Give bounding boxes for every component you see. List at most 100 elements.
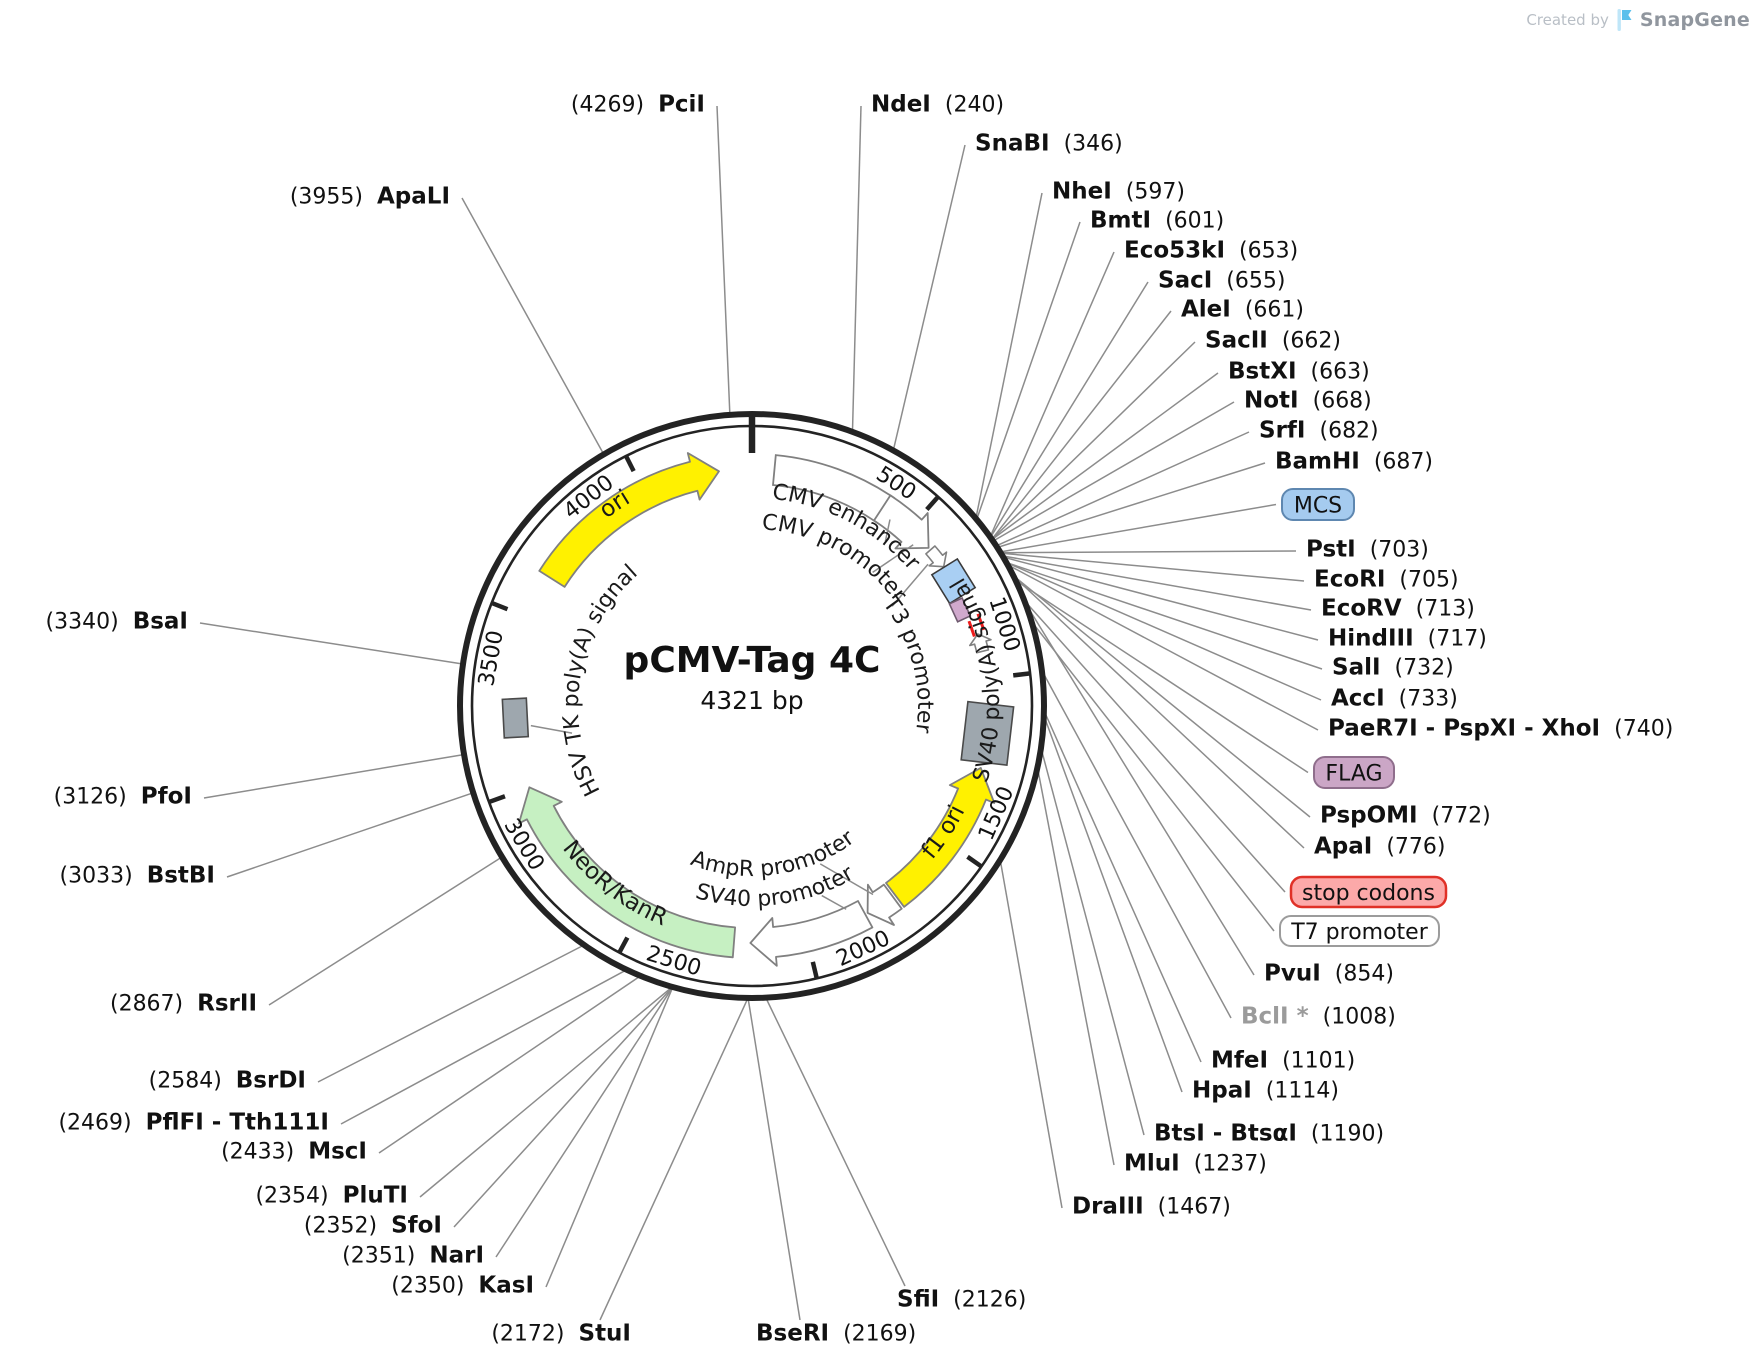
- leader-ApaLI: [461, 197, 604, 454]
- feature-t3-promoter[interactable]: [925, 545, 948, 568]
- plasmid-title: pCMV-Tag 4C: [624, 640, 881, 681]
- leader-badge-stop-codons: [1027, 604, 1286, 893]
- feature-f1-ori[interactable]: [885, 767, 996, 908]
- badge-mcs[interactable]: MCS: [1281, 488, 1355, 521]
- feature-label-t3-promoter[interactable]: T3 promoter: [877, 591, 937, 735]
- feature-label-leaders: [530, 519, 929, 910]
- svg-text:FLAG: FLAG: [1325, 761, 1382, 786]
- site-label-HpaI[interactable]: HpaI (1114): [1192, 1078, 1339, 1104]
- feature-neor-kanr[interactable]: [518, 786, 736, 959]
- site-label-PciI[interactable]: (4269) PciI: [571, 92, 705, 118]
- site-label-SfiI[interactable]: SfiI (2126): [897, 1287, 1026, 1313]
- leader-BstBI: [226, 792, 472, 878]
- site-label-NotI[interactable]: NotI (668): [1244, 388, 1372, 414]
- tick-1000: [1012, 671, 1030, 678]
- feature-ori[interactable]: [538, 452, 720, 588]
- site-label-EcoRV[interactable]: EcoRV (713): [1321, 596, 1475, 622]
- leader-SnaBI: [893, 144, 966, 449]
- site-label-NheI[interactable]: NheI (597): [1052, 179, 1185, 205]
- tick-2500: [617, 936, 630, 953]
- site-label-PaeR7IPspXIXhoI[interactable]: PaeR7I - PspXI - XhoI (740): [1328, 716, 1673, 742]
- feature-mcs[interactable]: [930, 557, 977, 605]
- site-label-PvuI[interactable]: PvuI (854): [1264, 961, 1394, 987]
- site-label-SrfI[interactable]: SrfI (682): [1259, 418, 1379, 444]
- leader-PfoI: [203, 754, 463, 799]
- leader-SrfI: [997, 431, 1250, 546]
- site-label-MluI[interactable]: MluI (1237): [1124, 1151, 1267, 1177]
- feature-hsvtk-polya[interactable]: [501, 697, 530, 739]
- leader-BsaI: [199, 622, 462, 665]
- site-label-PspOMI[interactable]: PspOMI (772): [1320, 803, 1491, 829]
- watermark-prefix: Created by: [1526, 11, 1609, 29]
- leader-PaeR7I - PspXI - XhoI: [1010, 565, 1319, 731]
- site-label-SacI[interactable]: SacI (655): [1158, 268, 1285, 294]
- feature-flag[interactable]: [948, 596, 972, 623]
- watermark-brand: SnapGene: [1639, 9, 1750, 31]
- site-label-BsaI[interactable]: (3340) BsaI: [46, 609, 188, 635]
- site-label-SacII[interactable]: SacII (662): [1205, 328, 1341, 354]
- site-label-SfoI[interactable]: (2352) SfoI: [304, 1213, 442, 1239]
- feature-ampr-promoter[interactable]: [866, 883, 903, 926]
- tick-4000: [624, 455, 636, 473]
- site-label-BstXI[interactable]: BstXI (663): [1228, 359, 1370, 385]
- leader-PvuI: [1029, 610, 1255, 976]
- feature-t7-promoter[interactable]: [969, 633, 992, 654]
- site-label-NdeI[interactable]: NdeI (240): [871, 92, 1004, 118]
- leader-MscI: [378, 976, 639, 1154]
- site-label-BamHI[interactable]: BamHI (687): [1275, 449, 1433, 475]
- leader-AleI: [992, 310, 1172, 539]
- badge-flag[interactable]: FLAG: [1313, 756, 1395, 789]
- feature-stop-codons[interactable]: [967, 613, 986, 638]
- leader-NarI: [495, 988, 673, 1258]
- site-label-EcoRI[interactable]: EcoRI (705): [1314, 567, 1459, 593]
- site-label-BseRI[interactable]: BseRI (2169): [756, 1321, 916, 1347]
- site-label-DraIII[interactable]: DraIII (1467): [1072, 1194, 1231, 1220]
- tick-3000: [489, 794, 506, 804]
- site-label-MfeI[interactable]: MfeI (1101): [1211, 1048, 1355, 1074]
- site-label-BsrDI[interactable]: (2584) BsrDI: [149, 1068, 306, 1094]
- site-label-Eco53kI[interactable]: Eco53kI (653): [1124, 238, 1298, 264]
- site-label-KasI[interactable]: (2350) KasI: [391, 1273, 534, 1299]
- site-label-BmtI[interactable]: BmtI (601): [1090, 208, 1224, 234]
- site-label-ApaI[interactable]: ApaI (776): [1314, 834, 1446, 860]
- plasmid-length: 4321 bp: [700, 686, 803, 715]
- tick-1500: [966, 854, 982, 868]
- site-label-HindIII[interactable]: HindIII (717): [1328, 626, 1487, 652]
- snapgene-watermark: Created by SnapGene: [1526, 8, 1750, 32]
- site-label-BstBI[interactable]: (3033) BstBI: [60, 863, 215, 889]
- leader-EcoRI: [1003, 552, 1305, 582]
- leader-NdeI: [851, 105, 862, 430]
- site-label-BclI[interactable]: BclI * (1008): [1241, 1004, 1396, 1030]
- site-label-MscI[interactable]: (2433) MscI: [221, 1139, 367, 1165]
- tick-3500: [491, 601, 509, 612]
- site-label-StuI[interactable]: (2172) StuI: [491, 1321, 631, 1347]
- site-label-PstI[interactable]: PstI (703): [1306, 537, 1429, 563]
- leader-SfiI: [766, 999, 906, 1287]
- leader-PciI: [716, 105, 731, 413]
- feature-sv40-promoter[interactable]: [749, 900, 874, 967]
- site-label-PfoI[interactable]: (3126) PfoI: [54, 784, 192, 810]
- snapgene-flag-icon: [1617, 9, 1632, 31]
- feature-sv40-polya[interactable]: [960, 700, 1015, 767]
- site-label-PflFITth111I[interactable]: (2469) PflFI - Tth111I: [58, 1110, 329, 1136]
- feature-cmv-promoter[interactable]: [873, 494, 930, 550]
- site-label-BtsIBtsI[interactable]: BtsI - BtsαI (1190): [1154, 1121, 1384, 1147]
- site-label-PluTI[interactable]: (2354) PluTI: [255, 1183, 408, 1209]
- site-label-RsrII[interactable]: (2867) RsrII: [110, 991, 257, 1017]
- leader-BtsI - BtsαI: [1041, 752, 1145, 1136]
- site-label-AleI[interactable]: AleI (661): [1181, 297, 1304, 323]
- tick-2000: [810, 961, 819, 978]
- badge-t7-promoter[interactable]: T7 promoter: [1279, 915, 1440, 947]
- leader-MluI: [1037, 772, 1115, 1166]
- leader-BamHI: [999, 462, 1266, 548]
- site-label-NarI[interactable]: (2351) NarI: [342, 1243, 484, 1269]
- site-label-SalI[interactable]: SalI (732): [1332, 655, 1454, 681]
- leader-BclI: [1043, 674, 1232, 1019]
- site-label-SnaBI[interactable]: SnaBI (346): [975, 131, 1123, 157]
- site-label-AccI[interactable]: AccI (733): [1331, 686, 1458, 712]
- site-label-ApaLI[interactable]: (3955) ApaLI: [290, 184, 450, 210]
- leader-PflFI - Tth111I: [340, 970, 625, 1125]
- badge-stop-codons[interactable]: stop codons: [1289, 875, 1448, 909]
- leader-PspOMI: [1016, 578, 1311, 818]
